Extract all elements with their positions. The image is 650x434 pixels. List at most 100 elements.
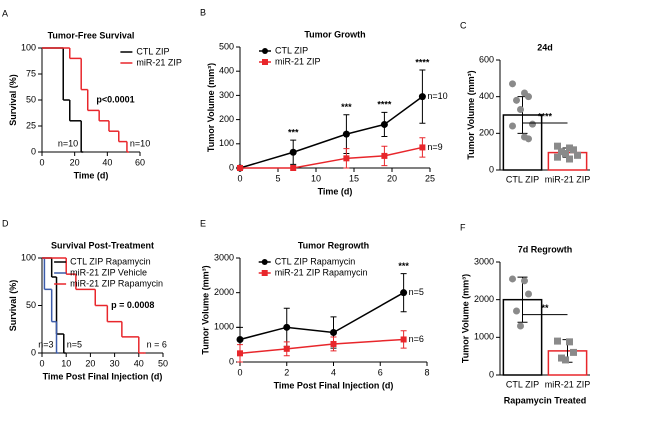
panel-letter: D — [2, 218, 9, 228]
data-point — [525, 93, 532, 101]
data-point — [237, 165, 243, 171]
y-tick-label: 400 — [479, 91, 494, 101]
data-point — [400, 289, 408, 297]
n-label: n=10 — [58, 138, 78, 148]
legend-label: CTL ZIP Rapamycin — [70, 256, 151, 266]
x-tick-label: 8 — [424, 367, 429, 377]
data-point — [570, 348, 577, 356]
data-point — [529, 120, 536, 128]
x-tick-label: 20 — [85, 358, 95, 368]
y-tick-label: 3000 — [474, 256, 494, 266]
x-axis-label: Time Post Final Injection (d) — [274, 380, 394, 390]
data-point — [513, 96, 520, 104]
legend-label: miR-21 ZIP — [275, 56, 321, 66]
y-tick-label: 50 — [26, 94, 36, 104]
x-tick-label: 30 — [110, 358, 120, 368]
chart-title: 24d — [537, 42, 553, 52]
panel-letter: B — [200, 7, 206, 17]
x-tick-label: 15 — [349, 173, 359, 183]
data-point — [566, 144, 573, 152]
data-point — [330, 329, 337, 337]
data-point — [342, 130, 350, 138]
n-label: n=9 — [427, 142, 442, 152]
y-tick-label: 0 — [31, 146, 36, 156]
data-point — [283, 345, 290, 352]
y-axis-label: Survival (%) — [8, 280, 18, 332]
series-line — [240, 146, 423, 169]
y-tick-label: 100 — [219, 138, 234, 148]
significance: **** — [538, 111, 553, 121]
panel-letter: E — [200, 218, 206, 228]
x-tick-label: 60 — [135, 157, 145, 167]
data-point — [521, 277, 528, 285]
y-tick-label: 0 — [489, 369, 494, 379]
y-tick-label: 500 — [219, 41, 234, 51]
data-point — [381, 152, 388, 159]
legend-label: miR-21 ZIP — [136, 57, 182, 67]
y-tick-label: 3000 — [214, 252, 234, 262]
data-point — [509, 275, 516, 283]
n-label: n=6 — [409, 334, 424, 344]
y-axis-label: Tumor Volume (mm³) — [200, 265, 210, 354]
data-point — [554, 153, 561, 161]
data-point — [237, 350, 243, 357]
n-label: n=10 — [427, 91, 447, 101]
y-tick-label: 0 — [31, 347, 36, 357]
data-point — [289, 148, 297, 156]
legend-label: CTL ZIP — [136, 46, 169, 56]
panel-letter: F — [460, 222, 466, 232]
legend-marker — [261, 259, 268, 265]
significance: **** — [377, 100, 392, 110]
data-point — [330, 340, 337, 347]
data-point — [343, 155, 350, 162]
legend-marker — [262, 48, 268, 54]
y-tick-label: 0 — [229, 356, 234, 366]
legend-label: CTL ZIP Rapamycin — [275, 256, 356, 266]
legend-label: CTL ZIP — [275, 45, 308, 55]
x-axis-label: Time (d) — [318, 186, 353, 196]
data-point — [562, 356, 569, 364]
p-value: p<0.0001 — [96, 94, 134, 104]
data-point — [380, 120, 388, 128]
y-tick-label: 50 — [26, 300, 36, 310]
chart-title: 7d Regrowth — [518, 244, 573, 254]
x-tick-label: 6 — [378, 367, 383, 377]
p-value: p = 0.0008 — [111, 300, 154, 310]
data-point — [574, 151, 581, 159]
x-tick-label: 0 — [39, 157, 44, 167]
series-line — [239, 338, 404, 355]
data-point — [570, 146, 577, 154]
y-tick-label: 75 — [26, 68, 36, 78]
x-axis-label: Time (d) — [74, 170, 109, 180]
significance: *** — [341, 102, 352, 112]
data-point — [566, 338, 573, 346]
x-tick-label: 25 — [425, 173, 435, 183]
y-axis-label: Tumor Volume (mm³) — [460, 274, 470, 363]
y-tick-label: 1000 — [474, 332, 494, 342]
data-point — [558, 354, 565, 362]
legend-marker — [262, 59, 268, 65]
x-tick-label: 10 — [311, 173, 321, 183]
legend-marker — [261, 270, 268, 276]
x-axis-label: Time Post Final Injection (d) — [43, 371, 163, 381]
x-tick-label: 0 — [237, 173, 242, 183]
y-tick-label: 2000 — [474, 294, 494, 304]
series-line — [239, 292, 404, 341]
data-point — [419, 144, 426, 151]
x-tick-label: miR-21 ZIP — [545, 379, 591, 389]
data-point — [525, 290, 532, 298]
n-label: n=10 — [130, 138, 150, 148]
n-label: n=5 — [67, 339, 82, 349]
data-point — [290, 165, 297, 171]
x-axis-label: Rapamycin Treated — [504, 395, 587, 405]
x-tick-label: 4 — [331, 367, 336, 377]
data-point — [517, 106, 524, 113]
x-tick-label: 10 — [61, 358, 71, 368]
x-tick-label: CTL ZIP — [506, 379, 539, 389]
chart-title: Tumor Regrowth — [298, 240, 369, 250]
data-point — [418, 93, 426, 101]
panel-letter: A — [2, 8, 8, 18]
x-tick-label: 0 — [237, 367, 242, 377]
data-point — [513, 307, 520, 315]
